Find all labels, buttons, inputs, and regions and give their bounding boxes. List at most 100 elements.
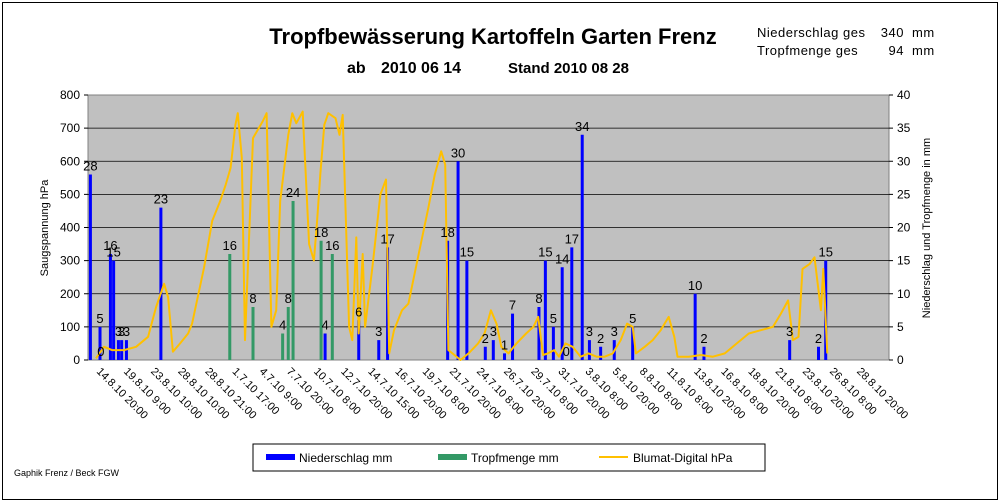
legend-label-blumat: Blumat-Digital hPa [633, 451, 733, 465]
niederschlag-data-label: 23 [154, 192, 168, 207]
niederschlag-bar [587, 340, 591, 360]
subtitle-stand: Stand 2010 08 28 [508, 60, 629, 77]
niederschlag-bar [580, 134, 584, 360]
tropfmenge-data-label: 0 [97, 344, 104, 359]
credit-text: Gaphik Frenz / Beck FGW [14, 468, 120, 478]
summary-niederschlag-unit: mm [912, 25, 935, 40]
niederschlag-data-label: 5 [629, 311, 636, 326]
niederschlag-data-label: 3 [786, 324, 793, 339]
y-right-tick-label: 30 [897, 154, 911, 168]
niederschlag-bar [543, 260, 547, 360]
niederschlag-data-label: 3 [375, 324, 382, 339]
y-axis-right-label: Niederschlag und Tropfmenge in mm [921, 138, 933, 318]
niederschlag-data-label: 3 [611, 324, 618, 339]
series-blumat [95, 110, 829, 361]
tropfmenge-bar [319, 240, 323, 360]
y-right-tick-label: 25 [897, 187, 911, 201]
niederschlag-bar [112, 260, 116, 360]
summary-niederschlag-value: 340 [881, 25, 904, 40]
y-left-tick-label: 500 [60, 187, 80, 201]
niederschlag-data-label: 15 [106, 245, 120, 260]
niederschlag-bar [693, 293, 697, 360]
niederschlag-bar [159, 207, 163, 360]
niederschlag-bar [465, 260, 469, 360]
tropfmenge-bar [228, 254, 232, 360]
niederschlag-data-label: 0 [563, 344, 570, 359]
chart-title: Tropfbewässerung Kartoffeln Garten Frenz [269, 24, 716, 49]
y-left-tick-label: 100 [60, 320, 80, 334]
niederschlag-data-label: 10 [688, 278, 702, 293]
niederschlag-bar [357, 320, 361, 360]
niederschlag-bar [631, 326, 635, 360]
niederschlag-bar [511, 313, 515, 360]
niederschlag-bar [560, 267, 564, 360]
y-left-tick-label: 400 [60, 221, 80, 235]
y-left-tick-label: 600 [60, 154, 80, 168]
niederschlag-data-label: 16 [103, 238, 117, 253]
niederschlag-bar [817, 346, 821, 360]
y-left-tick-label: 200 [60, 287, 80, 301]
niederschlag-data-label: 3 [490, 324, 497, 339]
legend-label-niederschlag: Niederschlag mm [299, 451, 392, 465]
niederschlag-data-label: 2 [482, 331, 489, 346]
niederschlag-data-label: 30 [451, 145, 465, 160]
niederschlag-bar [788, 340, 792, 360]
niederschlag-data-label: 2 [815, 331, 822, 346]
y-right-tick-label: 5 [897, 320, 904, 334]
tropfmenge-data-label: 4 [279, 318, 286, 333]
niederschlag-data-label: 2 [700, 331, 707, 346]
niederschlag-data-label: 17 [565, 231, 579, 246]
tropfmenge-bar [281, 333, 285, 360]
y-axis-left-ticks: 0 100 200 300 400 500 600 700 800 [60, 88, 88, 367]
niederschlag-data-label: 2 [597, 331, 604, 346]
tropfmenge-data-label: 16 [223, 238, 237, 253]
niederschlag-bar [88, 174, 92, 360]
legend-swatch-niederschlag [266, 454, 295, 460]
niederschlag-bar [98, 326, 102, 360]
y-left-tick-label: 300 [60, 254, 80, 268]
tropfmenge-bar [251, 307, 255, 360]
niederschlag-bar [551, 326, 555, 360]
niederschlag-bar [377, 340, 381, 360]
tropfmenge-data-label: 8 [285, 291, 292, 306]
niederschlag-data-label: 5 [96, 311, 103, 326]
tropfmenge-data-label: 8 [249, 291, 256, 306]
niederschlag-data-label: 3 [115, 324, 122, 339]
niederschlag-data-label: 18 [440, 225, 454, 240]
summary-niederschlag-label: Niederschlag ges [757, 25, 865, 40]
y-axis-right-ticks: 0 5 10 15 20 25 30 35 40 [889, 88, 911, 367]
legend: Niederschlag mm Tropfmenge mm Blumat-Dig… [252, 443, 766, 472]
niederschlag-data-label: 15 [460, 245, 474, 260]
series-tropfmenge [228, 201, 334, 360]
niederschlag-data-label: 7 [509, 298, 516, 313]
legend-box [252, 443, 766, 472]
niederschlag-data-label: 15 [818, 245, 832, 260]
y-right-tick-label: 20 [897, 221, 911, 235]
niederschlag-data-label: 4 [321, 318, 328, 333]
niederschlag-data-label: 6 [355, 304, 362, 319]
y-right-tick-label: 40 [897, 88, 911, 102]
blumat-line [95, 110, 829, 361]
y-right-tick-label: 10 [897, 287, 911, 301]
y-right-tick-label: 15 [897, 254, 911, 268]
niederschlag-bar [456, 161, 460, 360]
niederschlag-data-label: 1 [501, 337, 508, 352]
y-left-tick-label: 800 [60, 88, 80, 102]
niederschlag-bar [570, 247, 574, 360]
tropfmenge-bar [286, 307, 290, 360]
summary-tropfmenge-value: 94 [889, 43, 904, 58]
niederschlag-data-label: 5 [550, 311, 557, 326]
niederschlag-bar [108, 254, 112, 360]
niederschlag-bar [483, 346, 487, 360]
y-left-tick-label: 0 [73, 353, 80, 367]
tropfmenge-data-label: 16 [325, 238, 339, 253]
niederschlag-bar [702, 346, 706, 360]
niederschlag-data-label: 17 [380, 231, 394, 246]
niederschlag-data-label: 34 [575, 119, 589, 134]
y-right-tick-label: 0 [897, 353, 904, 367]
y-left-tick-label: 700 [60, 121, 80, 135]
tropfmenge-bar [291, 201, 295, 360]
